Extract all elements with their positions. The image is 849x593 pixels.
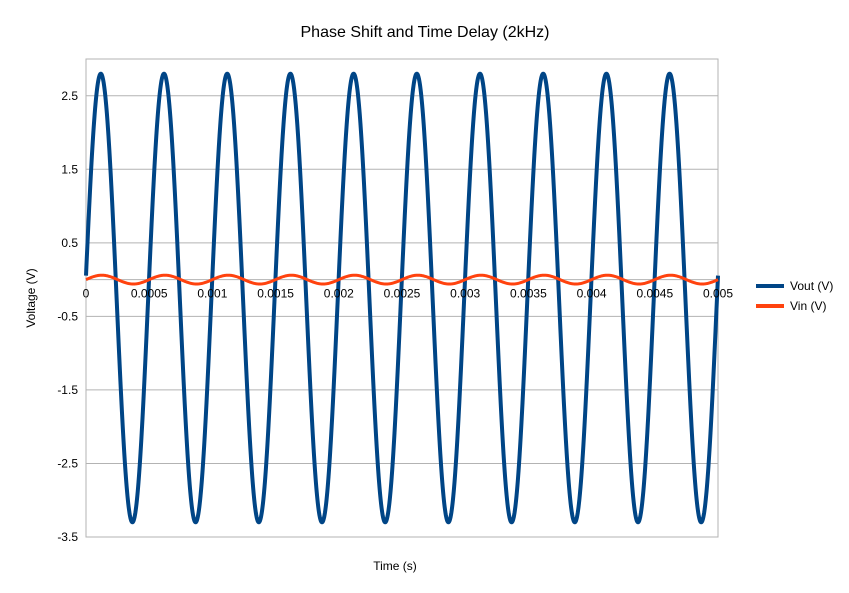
x-tick-label: 0: [83, 287, 90, 301]
y-tick-label: 1.5: [61, 162, 78, 176]
x-tick-label: 0.002: [324, 287, 354, 301]
y-tick-label: -2.5: [57, 456, 78, 470]
x-tick-label: 0.005: [703, 287, 733, 301]
x-tick-label: 0.001: [197, 287, 227, 301]
y-axis-label: Voltage (V): [24, 268, 38, 327]
x-tick-label: 0.0045: [636, 287, 673, 301]
x-axis-ticks: 0 0.0005 0.001 0.0015 0.002 0.0025 0.003 0.0035…: [83, 287, 734, 301]
series-group: [84, 71, 720, 525]
series-line-vout: [84, 71, 720, 525]
x-tick-label: 0.004: [577, 287, 607, 301]
legend-label-vin: Vin (V): [790, 299, 826, 313]
y-tick-label: -1.5: [57, 383, 78, 397]
x-tick-label: 0.003: [450, 287, 480, 301]
y-axis-ticks: 2.5 1.5 0.5 -0.5 -1.5 -2.5 -3.5: [57, 89, 78, 544]
y-tick-label: 0.5: [61, 236, 78, 250]
x-tick-label: 0.0005: [131, 287, 168, 301]
legend: Vout (V) Vin (V): [756, 279, 833, 313]
legend-label-vout: Vout (V): [790, 279, 833, 293]
y-tick-label: 2.5: [61, 89, 78, 103]
series-line-vin: [84, 273, 720, 286]
x-tick-label: 0.0015: [257, 287, 294, 301]
x-tick-label: 0.0025: [384, 287, 421, 301]
y-tick-label: -3.5: [57, 530, 78, 544]
y-tick-label: -0.5: [57, 309, 78, 323]
chart-title: Phase Shift and Time Delay (2kHz): [301, 24, 550, 41]
x-axis-label: Time (s): [373, 559, 417, 573]
x-tick-label: 0.0035: [510, 287, 547, 301]
